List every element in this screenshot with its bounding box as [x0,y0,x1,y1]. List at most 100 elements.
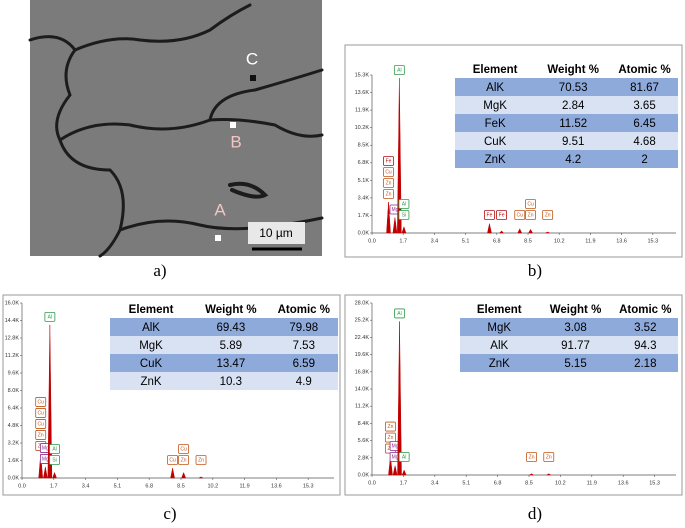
peak [38,453,43,479]
peak-tag: Mg [392,455,399,461]
peak-tag-box [484,210,495,220]
peak [517,228,523,234]
table-cell: AlK [142,322,160,334]
x-tick-label: 15.3 [303,483,314,489]
x-tick-label: 11.9 [585,238,595,244]
peak-tag-box [383,178,394,188]
peak-tag-box [398,452,410,462]
peak-tag: Zn [546,455,552,461]
table-row [455,132,678,150]
peak [397,321,402,476]
peak-tag-box [44,311,56,322]
peak [198,476,204,479]
table-cell: 91.77 [561,340,590,352]
peak-tag: Al [397,68,401,74]
x-tick-label: 0.0 [18,483,26,489]
table-cell: AlK [486,82,504,94]
y-tick-label: 15.3K [355,72,370,78]
peak-tag-box [49,455,60,465]
x-tick-label: 1.7 [50,483,58,489]
table-header: Atomic % [619,304,671,316]
table-cell: CuK [140,358,163,370]
table-row [110,372,338,390]
table-cell: 10.3 [220,376,242,388]
table-cell: ZnK [485,154,506,166]
x-tick-label: 8.5 [525,480,533,486]
x-tick-label: 10.2 [554,238,565,244]
x-tick-label: 11.9 [239,483,249,489]
peak-tag: Cu [527,202,534,208]
y-tick-label: 19.6K [355,352,370,358]
y-tick-label: 25.2K [355,318,370,324]
x-tick-label: 10.2 [555,480,566,486]
y-tick-label: 10.2K [355,125,370,131]
peak-tag-box [398,199,410,209]
y-tick-label: 0.0K [358,472,370,478]
peak-tag-box [35,397,47,407]
x-tick-label: 15.3 [649,480,660,486]
peak-tag-box [383,156,394,166]
y-tick-label: 5.6K [358,438,370,444]
table-row [110,354,338,372]
peak-tag: Mg [391,207,398,213]
x-tick-label: 5.1 [462,238,470,244]
table-cell: 6.45 [633,118,655,130]
y-tick-label: 8.5K [358,143,370,149]
peak [386,202,391,234]
table-cell: 5.15 [564,358,586,370]
x-tick-label: 3.4 [82,483,90,489]
x-tick-label: 5.1 [462,480,470,486]
peak-tag: Zn [386,181,392,187]
table-cell: FeK [485,118,506,130]
peak-tag: Zn [545,213,551,219]
y-tick-label: 11.2K [5,353,19,359]
x-tick-label: 10.2 [207,483,218,489]
table-row [110,318,338,336]
table-cell: 3.52 [634,322,656,334]
peak-tag: Cu [385,170,392,176]
table-cell: 5.89 [220,340,242,352]
table-header: Element [473,64,518,76]
panel-label: d) [528,504,542,523]
x-tick-label: 15.3 [647,238,658,244]
peak-tag: Mg [42,446,49,452]
peak-tag-box [178,455,190,465]
y-tick-label: 16.0K [5,300,20,306]
peak [388,456,393,476]
peak-tag: Fe [487,213,493,219]
y-tick-label: 1.6K [8,458,20,464]
peak [47,324,53,479]
peak-tag-box [383,189,394,199]
y-tick-label: 3.4K [358,195,370,201]
y-tick-label: 6.8K [358,160,370,166]
table-row [455,114,678,132]
peak-tag-box [526,452,537,462]
peak-tag-box [49,444,60,454]
peak [545,473,552,476]
y-tick-label: 2.8K [358,455,370,461]
peak-tag: Zn [181,458,187,464]
y-tick-label: 13.6K [355,90,370,96]
y-tick-label: 8.0K [8,388,20,394]
x-tick-label: 6.8 [493,238,501,244]
table-row [455,150,678,168]
y-tick-label: 11.2K [355,404,369,410]
point-marker [250,75,256,81]
y-tick-label: 8.4K [358,421,370,427]
table-cell: 7.53 [293,340,315,352]
peak [52,471,57,479]
peak-tag: Al [48,315,52,321]
table-cell: 13.47 [216,358,245,370]
peak [545,231,550,234]
x-tick-label: 0.0 [368,238,376,244]
peak-tag: Al [402,455,406,461]
peak-tag: Al [52,447,56,453]
peak-tag: Zn [38,433,44,439]
point-label: B [230,132,241,151]
y-tick-label: 6.4K [8,405,20,411]
table-row [460,336,678,354]
peak-tag-box [543,452,555,462]
peak-tag-box [514,210,526,220]
x-tick-label: 1.7 [399,238,407,244]
peak-tag: Zn [386,192,392,198]
